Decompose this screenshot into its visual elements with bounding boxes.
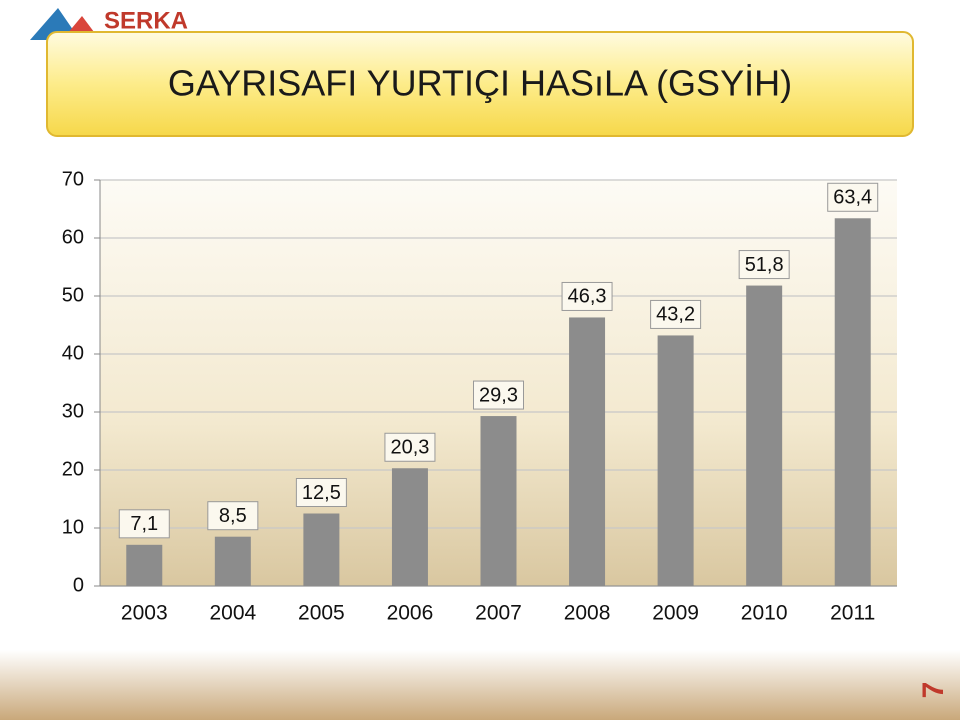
y-tick-label: 10 [62,516,84,538]
x-tick-label: 2006 [387,602,434,625]
data-label-box [650,299,702,329]
data-label: 20,3 [390,437,429,459]
data-label-box [207,501,259,531]
y-tick-label: 60 [62,226,84,248]
data-label-box [561,281,613,311]
logo: SERKA [104,7,188,34]
x-tick-label: 2009 [652,602,699,625]
y-tick-label: 0 [73,574,84,596]
data-label-box [827,182,879,212]
y-tick-label: 70 [62,168,84,190]
title-box [46,31,914,137]
bar [480,416,517,586]
data-label-box [384,432,436,462]
data-label: 12,5 [302,482,341,504]
y-tick-label: 40 [62,342,84,364]
data-label-box [295,478,347,507]
x-tick-label: 2005 [298,602,345,625]
data-label: 7,1 [130,513,158,535]
x-tick-label: 2004 [209,602,256,625]
y-tick-label: 50 [62,284,84,306]
x-tick-label: 2003 [121,602,168,625]
data-label: 43,2 [656,304,695,326]
bar [834,218,871,586]
x-tick-label: 2007 [475,602,522,625]
data-label-box [738,250,790,280]
data-label: 8,5 [219,505,247,527]
x-tick-label: 2008 [564,602,611,625]
chart-title: GAYRISAFI YURTIÇI HASıLA (GSYİH) [168,63,792,104]
bar [126,544,163,586]
bar [569,317,606,586]
y-tick-label: 30 [62,400,84,422]
data-label-box [473,380,524,410]
data-label: 46,3 [568,286,607,308]
data-label: 29,3 [479,384,518,406]
page-number: 7 [917,682,950,699]
data-label: 63,4 [833,187,872,209]
bar [657,335,694,586]
bar [303,513,340,586]
data-label: 51,8 [745,254,784,276]
bar [746,285,783,586]
bar [391,468,428,586]
y-tick-label: 20 [62,458,84,480]
footer-decoration [0,650,960,720]
x-tick-label: 2011 [830,602,875,625]
bar [214,536,251,586]
data-label-box [118,509,170,539]
x-tick-label: 2010 [741,602,788,625]
